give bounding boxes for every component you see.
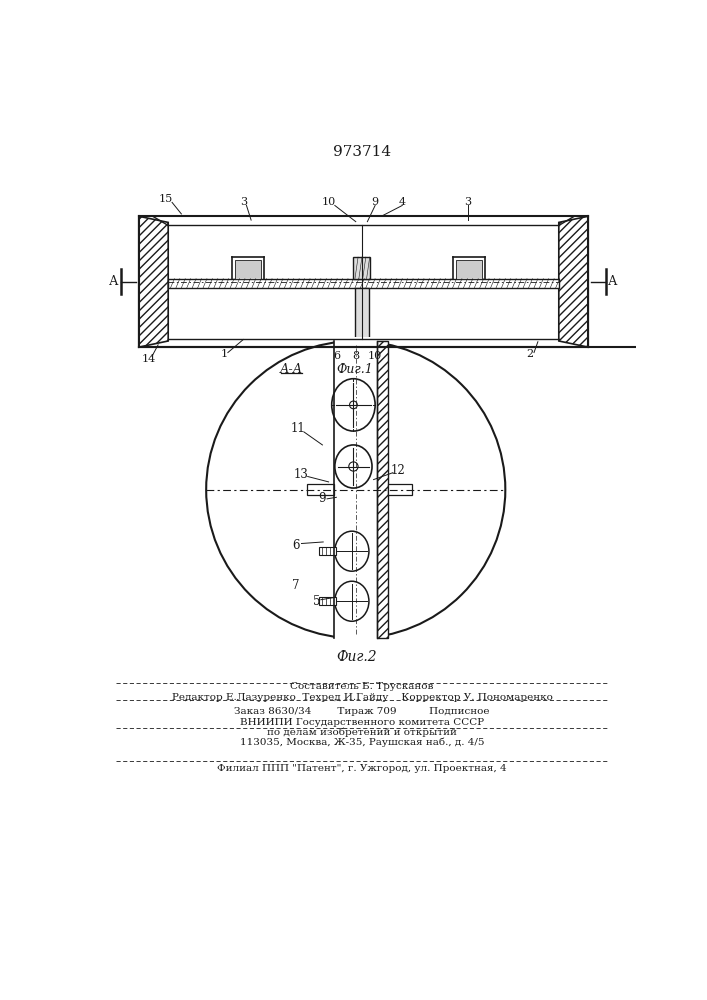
Ellipse shape <box>335 581 369 621</box>
Bar <box>354 257 370 279</box>
Text: 8: 8 <box>352 351 359 361</box>
Text: 13: 13 <box>294 468 309 481</box>
Bar <box>320 547 337 555</box>
Bar <box>320 597 337 605</box>
Text: 973714: 973714 <box>333 145 391 159</box>
Text: А: А <box>109 275 119 288</box>
Ellipse shape <box>332 379 375 431</box>
Bar <box>369 339 377 346</box>
Text: 9: 9 <box>372 197 379 207</box>
Text: А: А <box>608 275 618 288</box>
Text: 5: 5 <box>313 595 321 608</box>
Bar <box>388 484 411 495</box>
Text: 9: 9 <box>319 492 326 505</box>
Bar <box>456 260 482 279</box>
Bar <box>168 279 559 288</box>
Text: 10: 10 <box>322 197 336 207</box>
Bar <box>378 341 388 638</box>
Bar <box>235 260 261 279</box>
Text: 10: 10 <box>368 351 382 361</box>
Text: Заказ 8630/34        Тираж 709          Подписное: Заказ 8630/34 Тираж 709 Подписное <box>234 707 490 716</box>
Circle shape <box>349 401 357 409</box>
Text: 11: 11 <box>291 422 305 434</box>
Text: 1: 1 <box>221 349 228 359</box>
Text: 113035, Москва, Ж-35, Раушская наб., д. 4/5: 113035, Москва, Ж-35, Раушская наб., д. … <box>240 737 484 747</box>
Bar <box>358 339 366 346</box>
Polygon shape <box>139 216 168 347</box>
Text: 7: 7 <box>292 579 300 592</box>
Text: Фиг.2: Фиг.2 <box>337 650 377 664</box>
Text: по делам изобретений и открытий: по делам изобретений и открытий <box>267 727 457 737</box>
Text: 2: 2 <box>527 349 534 359</box>
Text: 6: 6 <box>333 351 340 361</box>
Text: 3: 3 <box>240 197 247 207</box>
Bar <box>347 339 355 346</box>
Polygon shape <box>559 216 588 347</box>
Text: А-А: А-А <box>280 363 303 376</box>
Bar <box>334 337 388 642</box>
Text: 15: 15 <box>159 194 173 204</box>
Text: Фиг.1: Фиг.1 <box>337 363 373 376</box>
Bar <box>307 484 334 495</box>
Text: ВНИИПИ Государственного комитета СССР: ВНИИПИ Государственного комитета СССР <box>240 718 484 727</box>
Ellipse shape <box>335 531 369 571</box>
Text: 6: 6 <box>292 539 300 552</box>
Text: Составитель Б. Трусканов: Составитель Б. Трусканов <box>291 682 433 691</box>
Text: 3: 3 <box>464 197 472 207</box>
Text: 12: 12 <box>391 464 406 477</box>
Text: 4: 4 <box>399 197 406 207</box>
Circle shape <box>349 462 358 471</box>
Text: Филиал ППП "Патент", г. Ужгород, ул. Проектная, 4: Филиал ППП "Патент", г. Ужгород, ул. Про… <box>217 764 507 773</box>
Ellipse shape <box>335 445 372 488</box>
Text: 14: 14 <box>141 354 156 364</box>
Bar <box>355 288 369 339</box>
Text: Редактор Е.Лазуренко  Техред И.Гайду    Корректор У. Пономаренко: Редактор Е.Лазуренко Техред И.Гайду Корр… <box>172 693 552 702</box>
